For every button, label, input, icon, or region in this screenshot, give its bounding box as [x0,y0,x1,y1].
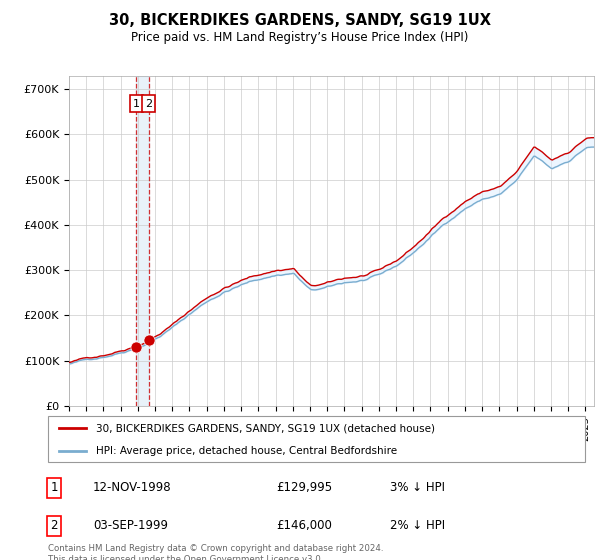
Text: £146,000: £146,000 [276,519,332,533]
Text: Price paid vs. HM Land Registry’s House Price Index (HPI): Price paid vs. HM Land Registry’s House … [131,31,469,44]
Text: 1: 1 [50,481,58,494]
Text: 2: 2 [145,99,152,109]
Text: Contains HM Land Registry data © Crown copyright and database right 2024.
This d: Contains HM Land Registry data © Crown c… [48,544,383,560]
FancyBboxPatch shape [48,416,585,462]
Text: 03-SEP-1999: 03-SEP-1999 [93,519,168,533]
Text: 2% ↓ HPI: 2% ↓ HPI [390,519,445,533]
Text: 1: 1 [133,99,140,109]
Text: HPI: Average price, detached house, Central Bedfordshire: HPI: Average price, detached house, Cent… [97,446,397,455]
Bar [136,76,149,406]
Text: 2: 2 [50,519,58,533]
Text: 30, BICKERDIKES GARDENS, SANDY, SG19 1UX: 30, BICKERDIKES GARDENS, SANDY, SG19 1UX [109,13,491,28]
Text: 3% ↓ HPI: 3% ↓ HPI [390,481,445,494]
Text: 30, BICKERDIKES GARDENS, SANDY, SG19 1UX (detached house): 30, BICKERDIKES GARDENS, SANDY, SG19 1UX… [97,423,436,433]
Text: £129,995: £129,995 [276,481,332,494]
Text: 12-NOV-1998: 12-NOV-1998 [93,481,172,494]
